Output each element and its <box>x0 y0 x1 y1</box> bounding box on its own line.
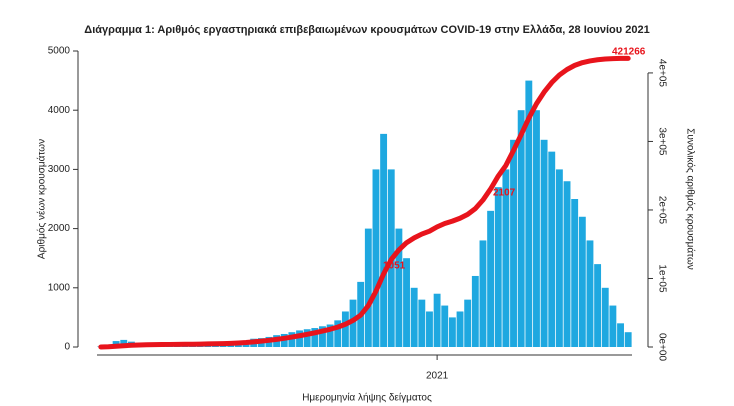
y-tick-label: 5000 <box>48 46 71 57</box>
bar <box>502 169 510 347</box>
x-axis-label: Ημερομηνία λήψης δείγματος <box>302 392 432 404</box>
bar <box>601 287 609 347</box>
bar <box>456 311 464 347</box>
y-tick-label: 0 <box>64 342 70 353</box>
bar <box>441 305 449 347</box>
annotation: 2107 <box>493 188 516 199</box>
bar <box>533 110 540 347</box>
bar <box>341 311 349 347</box>
annotation: 1051 <box>383 261 406 272</box>
bar <box>517 110 525 347</box>
bar <box>418 299 426 347</box>
bar <box>563 181 571 347</box>
bar <box>594 264 602 347</box>
bar <box>380 133 388 347</box>
bar <box>326 324 334 347</box>
bar <box>426 311 433 347</box>
bar <box>311 328 319 347</box>
bar <box>479 240 487 347</box>
y2-tick-label: 2e+05 <box>656 196 667 225</box>
bar <box>319 326 326 347</box>
bar <box>609 305 617 347</box>
bar <box>540 139 548 347</box>
bar <box>334 320 342 347</box>
y2-tick-label: 3e+05 <box>656 127 667 156</box>
bar <box>624 332 632 347</box>
bar <box>395 228 403 347</box>
bar <box>487 210 495 347</box>
bar <box>410 287 418 347</box>
bar <box>403 258 410 347</box>
bar <box>303 329 311 347</box>
y-tick-label: 2000 <box>48 223 71 234</box>
y-axis-label: Αριθμός νέων κρουσμάτων <box>36 139 48 259</box>
bar <box>494 187 502 347</box>
bar <box>464 299 472 347</box>
y-tick-label: 4000 <box>48 105 71 116</box>
y2-tick-label: 1e+05 <box>656 264 667 293</box>
bar <box>555 169 563 347</box>
bar <box>571 199 579 347</box>
bar <box>471 275 479 347</box>
x-tick-label: 2021 <box>426 371 449 382</box>
bar <box>586 240 594 347</box>
bar <box>548 151 556 347</box>
bar <box>364 228 372 347</box>
cumulative-line <box>98 55 631 350</box>
bar <box>448 317 456 347</box>
bar <box>525 80 533 347</box>
y2-tick-label: 4e+05 <box>656 59 667 88</box>
y2-tick-label: 0e+00 <box>656 333 667 362</box>
bar <box>372 169 380 347</box>
bar <box>617 323 624 347</box>
y-tick-label: 1000 <box>48 282 71 293</box>
bar <box>578 216 586 347</box>
y2-axis-label: Συνολικός αριθμός κρουσμάτων <box>684 128 696 270</box>
y-tick-label: 3000 <box>48 164 71 175</box>
bar <box>349 299 357 347</box>
annotation: 421266 <box>612 47 646 58</box>
chart-title: Διάγραμμα 1: Αριθμός εργαστηριακά επιβεβ… <box>84 24 649 36</box>
bar <box>510 139 517 347</box>
bar <box>296 330 303 347</box>
bar <box>433 293 441 347</box>
